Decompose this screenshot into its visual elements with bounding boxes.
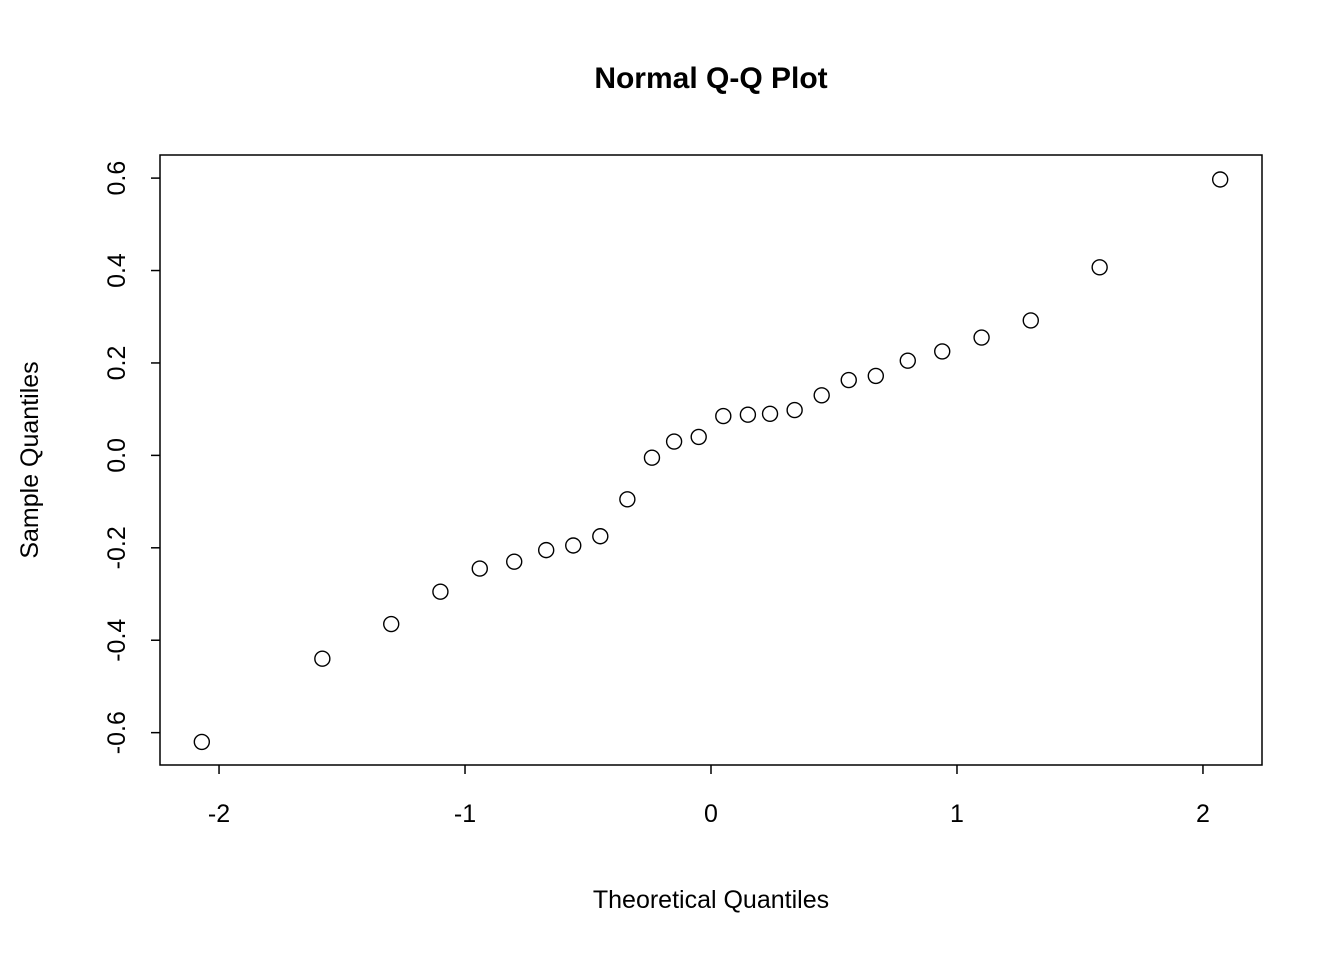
- plot-area-border: [159, 154, 1263, 766]
- data-point: [193, 733, 211, 751]
- data-point: [471, 560, 488, 577]
- data-point: [899, 352, 916, 369]
- data-point: [813, 387, 830, 404]
- plot-title: Normal Q-Q Plot: [594, 62, 827, 95]
- data-point: [739, 406, 757, 423]
- data-point: [867, 367, 885, 385]
- data-point: [690, 428, 707, 446]
- data-point: [973, 329, 990, 346]
- axis-ticks: [151, 177, 1204, 774]
- data-point: [934, 343, 951, 360]
- data-point: [1022, 312, 1039, 329]
- x-tick-label: 0: [704, 800, 718, 828]
- data-point: [383, 615, 400, 633]
- data-point: [565, 537, 582, 554]
- data-point: [786, 401, 803, 419]
- data-point: [665, 433, 683, 450]
- data-point: [715, 407, 732, 425]
- data-point: [432, 583, 449, 600]
- data-points: [193, 171, 1229, 751]
- data-point: [592, 528, 609, 545]
- y-tick-label: 0.6: [103, 161, 131, 196]
- data-point: [619, 491, 636, 508]
- data-point: [314, 650, 331, 667]
- data-point: [761, 405, 779, 422]
- y-tick-label: 0.2: [103, 346, 131, 381]
- data-point: [643, 449, 661, 466]
- data-point: [506, 553, 523, 570]
- y-axis-label: Sample Quantiles: [16, 361, 44, 558]
- data-point: [1091, 259, 1108, 276]
- y-tick-label: -0.6: [103, 711, 131, 754]
- data-point: [537, 541, 555, 559]
- data-point: [840, 371, 857, 389]
- x-axis-label: Theoretical Quantiles: [593, 886, 829, 914]
- x-tick-label: 1: [950, 800, 964, 828]
- y-tick-label: 0.0: [103, 438, 131, 473]
- x-tick-label: -1: [454, 800, 476, 828]
- y-tick-label: -0.2: [103, 526, 131, 569]
- axis-tick-labels: -2 -1 0 1 2 -0.6 -0.4 -0.2 0.0 0.2 0.4 0.6: [103, 161, 1210, 828]
- y-tick-label: -0.4: [103, 619, 131, 662]
- y-tick-label: 0.4: [103, 253, 131, 288]
- x-tick-label: -2: [208, 800, 230, 828]
- x-tick-label: 2: [1196, 800, 1210, 828]
- data-point: [1211, 171, 1229, 188]
